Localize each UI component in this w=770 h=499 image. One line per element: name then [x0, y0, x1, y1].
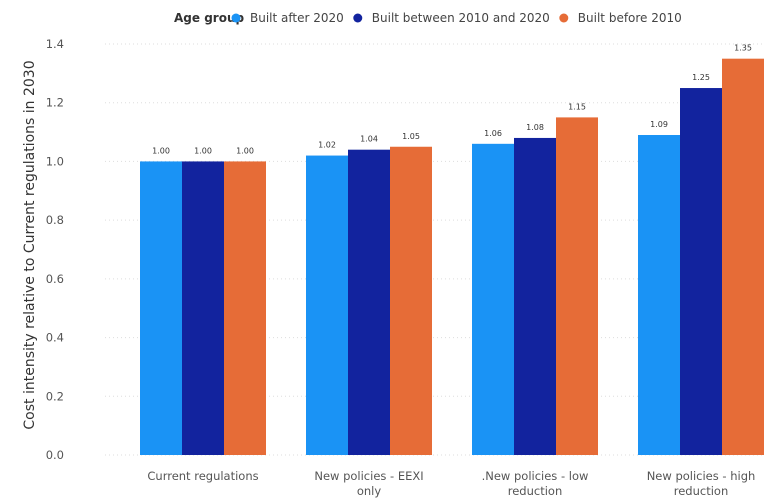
y-tick-label: 1.0 [46, 154, 64, 168]
data-label: 1.09 [650, 120, 668, 129]
bar [390, 146, 432, 455]
bar [680, 88, 722, 456]
y-tick-label: 0.6 [46, 272, 64, 286]
bar [224, 161, 266, 455]
data-label: 1.05 [402, 132, 420, 141]
y-tick-label: 1.2 [46, 96, 64, 110]
data-label: 1.00 [152, 146, 170, 155]
data-label: 1.00 [194, 146, 212, 155]
data-label: 1.08 [526, 123, 544, 132]
x-category-label: New policies - EEXI only [314, 469, 423, 498]
y-tick-label: 0.8 [46, 213, 64, 227]
legend-entry-2: Built before 2010 [578, 11, 682, 25]
y-axis-ticks: 0.0 0.2 0.4 0.6 0.8 1.0 1.2 1.4 [46, 37, 64, 462]
y-tick-label: 0.4 [46, 331, 64, 345]
y-axis-title: Cost intensity relative to Current regul… [22, 60, 38, 429]
data-label: 1.35 [734, 44, 752, 53]
legend-title: Age group [174, 11, 244, 25]
data-label: 1.02 [318, 141, 336, 150]
legend-entry-0: Built after 2020 [250, 11, 344, 25]
data-label: 1.25 [692, 73, 710, 82]
legend-marker-0 [231, 13, 241, 23]
bar [638, 135, 680, 455]
y-tick-label: 0.2 [46, 389, 64, 403]
x-category-label: .New policies - low reduction [482, 469, 589, 498]
x-axis-categories: Current regulations New policies - EEXI on… [147, 469, 755, 498]
legend: Age group Built after 2020 Built between … [174, 11, 682, 25]
bar [348, 149, 390, 455]
bar [182, 161, 224, 455]
bar [556, 117, 598, 456]
bar [514, 137, 556, 455]
legend-entry-1: Built between 2010 and 2020 [372, 11, 550, 25]
legend-marker-1 [353, 13, 363, 23]
y-tick-label: 0.0 [46, 448, 64, 462]
data-label: 1.06 [484, 129, 502, 138]
bar [722, 58, 764, 456]
data-label: 1.04 [360, 135, 378, 144]
data-labels: 1.00 1.00 1.00 1.02 1.04 1.05 1.06 1.08 1.15 1.09… [152, 44, 752, 156]
bars [140, 58, 764, 456]
x-category-label: Current regulations [147, 469, 258, 483]
data-label: 1.00 [236, 146, 254, 155]
y-tick-label: 1.4 [46, 37, 64, 51]
bar [306, 155, 348, 456]
legend-marker-2 [559, 13, 569, 23]
bar [472, 143, 514, 456]
bar [140, 161, 182, 455]
x-category-label: New policies - high reduction [647, 469, 756, 498]
data-label: 1.15 [568, 102, 586, 111]
